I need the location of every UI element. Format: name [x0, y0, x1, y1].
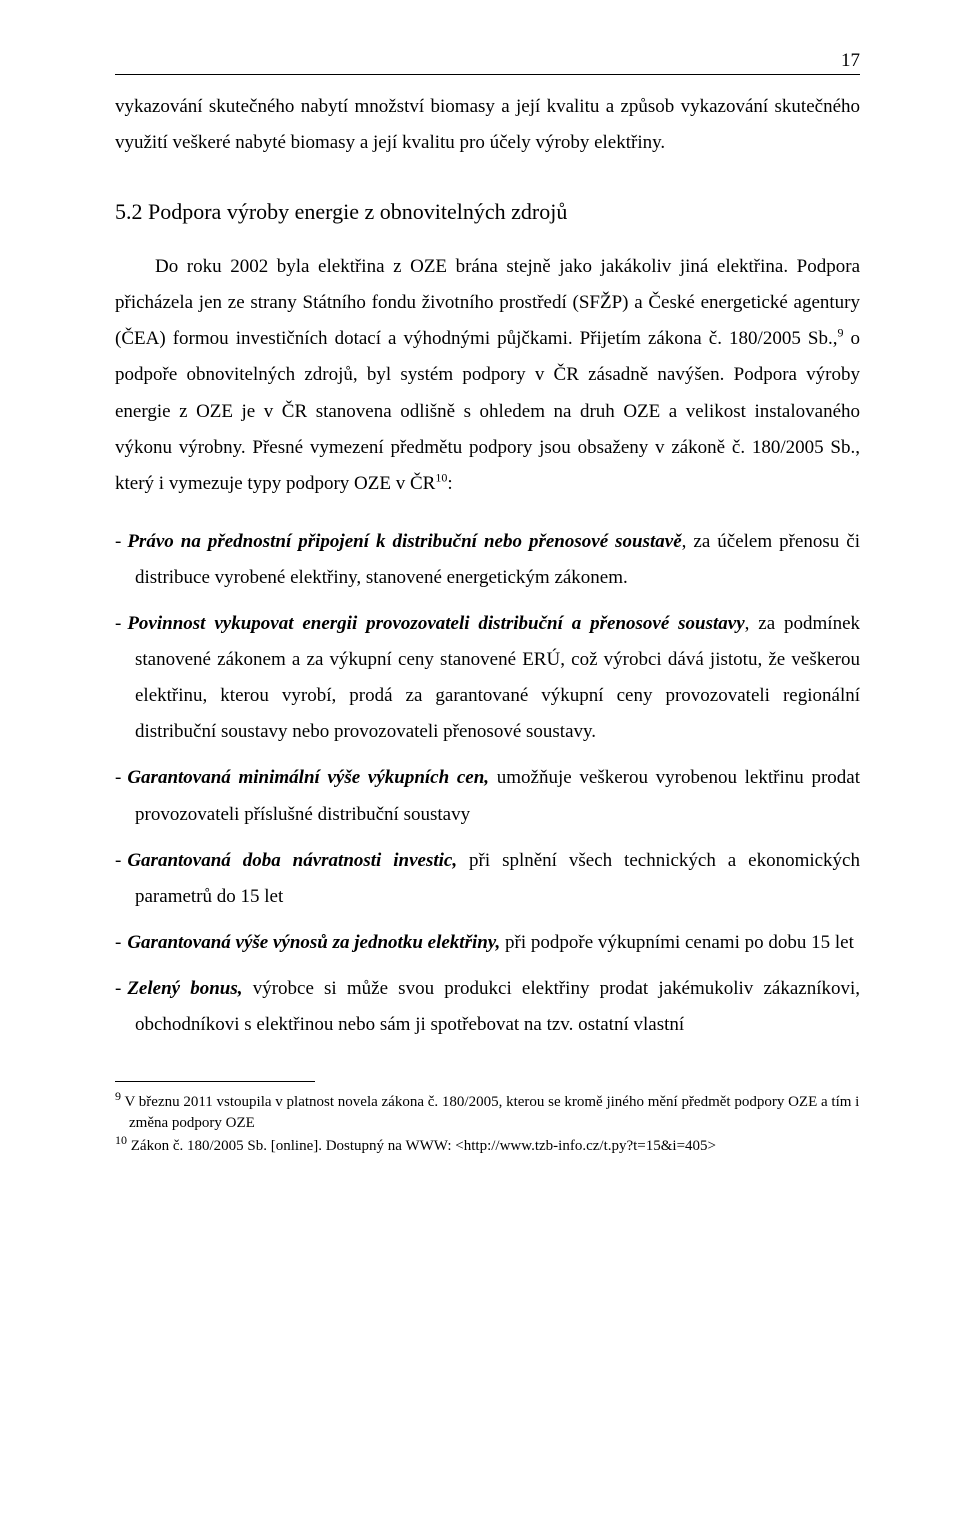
dash-icon: - — [115, 978, 127, 999]
bullet-bold: Garantovaná doba návratnosti investic, — [127, 850, 457, 871]
footnotes: 9 V březnu 2011 vstoupila v platnost nov… — [115, 1092, 860, 1157]
bullet-list: -Právo na přednostní připojení k distrib… — [115, 524, 860, 1043]
bullet-item: -Garantovaná doba návratnosti investic, … — [115, 843, 860, 915]
footnote-rule — [115, 1081, 315, 1082]
footnote-mark-10: 10 — [115, 1133, 127, 1147]
body-part-1: Do roku 2002 byla elektřina z OZE brána … — [115, 256, 860, 349]
top-rule — [115, 74, 860, 75]
footnote-text-9: V březnu 2011 vstoupila v platnost novel… — [121, 1094, 859, 1131]
footnote-ref-10: 10 — [435, 470, 447, 484]
bullet-item: -Povinnost vykupovat energii provozovate… — [115, 606, 860, 750]
bullet-rest: při podpoře výkupními cenami po dobu 15 … — [500, 932, 854, 953]
bullet-item: -Garantovaná výše výnosů za jednotku ele… — [115, 925, 860, 961]
body-part-3: : — [447, 473, 452, 494]
bullet-bold: Právo na přednostní připojení k distribu… — [127, 531, 681, 552]
dash-icon: - — [115, 531, 127, 552]
body-paragraph: Do roku 2002 byla elektřina z OZE brána … — [115, 249, 860, 502]
footnote-10: 10 Zákon č. 180/2005 Sb. [online]. Dostu… — [115, 1136, 860, 1157]
dash-icon: - — [115, 850, 127, 871]
section-heading: 5.2 Podpora výroby energie z obnovitelný… — [115, 199, 860, 225]
bullet-rest: výrobce si může svou produkci elektřiny … — [135, 978, 860, 1035]
dash-icon: - — [115, 613, 127, 634]
page: 17 vykazování skutečného nabytí množství… — [0, 0, 960, 1529]
bullet-bold: Zelený bonus, — [127, 978, 242, 999]
dash-icon: - — [115, 932, 127, 953]
footnote-9: 9 V březnu 2011 vstoupila v platnost nov… — [115, 1092, 860, 1134]
lead-paragraph: vykazování skutečného nabytí množství bi… — [115, 89, 860, 161]
body-part-2: o podpoře obnovitelných zdrojů, byl syst… — [115, 328, 860, 493]
bullet-bold: Garantovaná výše výnosů za jednotku elek… — [127, 932, 500, 953]
bullet-bold: Garantovaná minimální výše výkupních cen… — [127, 767, 489, 788]
footnote-text-10: Zákon č. 180/2005 Sb. [online]. Dostupný… — [127, 1138, 716, 1154]
page-number: 17 — [115, 50, 860, 72]
bullet-item: -Právo na přednostní připojení k distrib… — [115, 524, 860, 596]
bullet-bold: Povinnost vykupovat energii provozovatel… — [127, 613, 744, 634]
bullet-item: -Zelený bonus, výrobce si může svou prod… — [115, 971, 860, 1043]
dash-icon: - — [115, 767, 127, 788]
bullet-item: -Garantovaná minimální výše výkupních ce… — [115, 760, 860, 832]
